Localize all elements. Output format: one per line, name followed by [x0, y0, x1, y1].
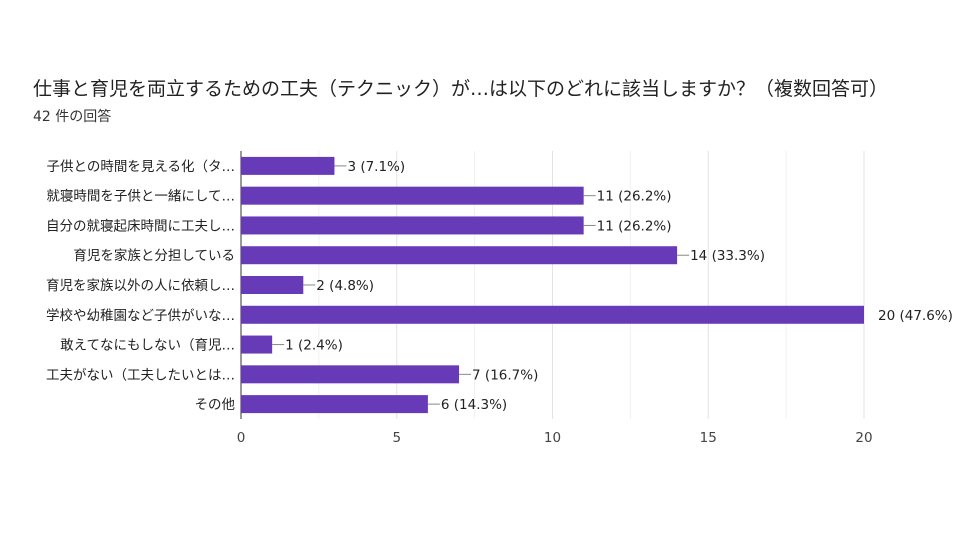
bar: [241, 365, 460, 384]
data-label: 7 (16.7%): [472, 367, 538, 383]
data-label: 20 (47.6%): [878, 308, 953, 324]
x-tick-label: 20: [855, 430, 872, 446]
category-label: 工夫がない（工夫したいとは…: [46, 367, 235, 383]
category-label: 育児を家族と分担している: [73, 247, 235, 264]
x-tick-label: 15: [700, 430, 717, 446]
data-label: 11 (26.2%): [597, 218, 672, 234]
data-label: 14 (33.3%): [690, 248, 765, 264]
bar: [241, 156, 335, 175]
data-label: 1 (2.4%): [285, 338, 343, 354]
category-label: 敢えてなにもしない（育児…: [60, 338, 235, 354]
chart-title: 仕事と育児を両立するための工夫（テクニック）が…は以下のどれに該当しますか？（複…: [33, 78, 889, 100]
category-label: 育児を家族以外の人に依頼し…: [46, 277, 235, 294]
data-label: 2 (4.8%): [316, 278, 374, 294]
response-count: 42 件の回答: [33, 109, 112, 125]
bar: [241, 216, 584, 235]
bar: [241, 246, 678, 265]
data-label: 11 (26.2%): [597, 189, 672, 205]
x-tick-label: 0: [237, 430, 246, 446]
bar: [241, 335, 273, 354]
category-label: 自分の就寝起床時間に工夫し…: [46, 217, 235, 234]
category-label: 学校や幼稚園など子供がいな…: [46, 307, 235, 324]
bar: [241, 305, 864, 324]
bar: [241, 395, 428, 414]
bar: [241, 186, 584, 205]
category-label: 子供との時間を見える化（タ…: [47, 159, 235, 175]
data-label: 3 (7.1%): [347, 159, 405, 175]
x-tick-label: 5: [392, 430, 401, 446]
data-label: 6 (14.3%): [441, 397, 507, 413]
category-label: 就寝時間を子供と一緒にして…: [46, 188, 235, 205]
x-tick-label: 10: [544, 430, 561, 446]
bar: [241, 276, 304, 294]
category-label: その他: [195, 397, 236, 413]
